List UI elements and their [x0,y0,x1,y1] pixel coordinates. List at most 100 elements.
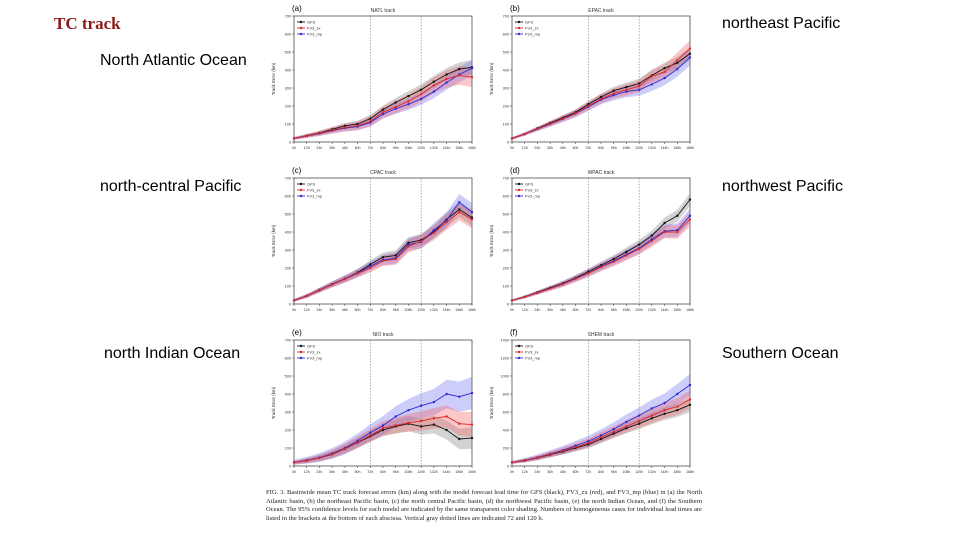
y-tick-label: 0 [289,302,291,306]
data-point-fv3-zx [394,424,397,427]
legend-label: FV3_mp [307,356,323,361]
data-point-gfs [663,221,666,225]
legend-marker [517,344,521,348]
x-tick-label: 144h [443,470,451,474]
chart-f-svg: (f) SHEM track Track Error (km) 0 200 400 600 8… [489,328,694,474]
data-point-gfs [612,257,615,261]
data-point-fv3-zx [305,134,308,138]
x-tick-label: 84h [598,470,604,474]
x-tick-label: 12h [304,146,310,150]
data-point-fv3-mp [419,404,423,407]
data-point-fv3-zx [561,117,565,120]
data-point-gfs [356,122,359,126]
legend-label: FV3_zx [307,26,321,31]
y-tick-label: 500 [503,212,509,216]
x-tick-label: 48h [342,470,348,474]
legend-label: FV3_mp [525,32,541,37]
x-tick-label: 84h [598,146,604,150]
data-point-gfs [470,436,474,440]
data-point-fv3-zx [574,112,577,115]
y-tick-label: 300 [503,248,509,252]
data-point-fv3-mp [369,265,372,268]
x-tick-label: 168h [686,308,694,312]
panel-letter: (f) [510,328,518,337]
data-point-gfs [612,89,615,92]
data-point-fv3-zx [612,92,615,95]
panel-letter: (b) [510,4,520,13]
x-tick-label: 132h [430,308,438,312]
data-point-gfs [432,423,436,426]
data-point-fv3-mp [394,107,397,110]
y-tick-label: 300 [285,410,291,414]
x-tick-label: 168h [468,470,476,474]
x-tick-label: 108h [404,146,412,150]
data-point-fv3-zx [318,456,321,460]
data-point-fv3-zx [381,427,385,430]
x-tick-label: 24h [316,308,322,312]
x-tick-label: 168h [468,146,476,150]
data-point-fv3-zx [599,436,603,439]
data-point-fv3-zx [548,287,552,290]
legend-marker [299,350,303,354]
legend-marker [299,188,303,192]
chart-title: CPAC track [370,170,396,176]
data-point-gfs [407,241,410,244]
x-tick-label: 84h [380,470,386,474]
x-tick-label: 60h [573,308,579,312]
x-tick-label: 84h [380,146,386,150]
y-tick-label: 0 [289,140,291,144]
x-tick-label: 72h [585,146,591,150]
label-northwest-pacific: northwest Pacific [722,178,843,195]
data-point-fv3-mp [470,211,474,214]
legend-label: GFS [525,20,534,25]
data-point-fv3-mp [625,90,628,93]
x-tick-label: 0h [292,146,296,150]
band-fv3-mp [512,49,690,140]
x-tick-label: 0h [510,470,514,474]
data-point-fv3-zx [548,122,552,125]
data-point-fv3-mp [612,94,615,97]
data-point-fv3-mp [663,401,666,405]
y-axis-label: Track Error (km) [271,224,276,257]
data-point-fv3-mp [587,440,590,443]
data-point-fv3-mp [445,392,448,396]
data-point-gfs [637,82,641,85]
x-tick-label: 48h [560,146,566,150]
x-tick-label: 0h [510,146,514,150]
data-point-fv3-mp [445,219,448,222]
figure-caption: FIG. 3. Basinwide mean TC track forecast… [266,489,702,523]
data-point-fv3-zx [458,74,461,77]
y-tick-label: 300 [285,86,291,90]
x-tick-label: 144h [443,308,451,312]
y-tick-label: 500 [285,374,291,378]
legend-label: GFS [525,182,534,187]
plot-frame [293,15,473,143]
x-tick-label: 156h [455,470,463,474]
x-tick-label: 72h [367,146,373,150]
y-axis-label: Track Error (km) [271,386,276,419]
x-tick-label: 108h [622,146,630,150]
x-tick-label: 36h [547,146,553,150]
legend-marker [517,194,521,198]
data-point-fv3-mp [470,391,474,395]
legend-marker [517,356,521,360]
data-point-fv3-zx [470,76,474,79]
data-point-fv3-zx [432,231,436,235]
data-point-gfs [625,250,628,253]
x-tick-label: 132h [430,470,438,474]
data-point-fv3-zx [625,88,628,92]
x-tick-label: 36h [329,470,335,474]
x-tick-label: 120h [417,146,425,150]
data-point-gfs [394,254,397,257]
y-tick-label: 0 [507,464,509,468]
data-point-fv3-zx [561,449,565,453]
data-point-fv3-zx [637,247,641,251]
data-point-fv3-zx [330,129,334,132]
x-tick-label: 108h [622,470,630,474]
x-tick-label: 120h [417,470,425,474]
y-tick-label: 600 [503,32,509,36]
x-tick-label: 96h [611,470,617,474]
data-point-fv3-zx [688,398,692,401]
plot-frame [293,339,473,467]
data-point-fv3-zx [292,461,296,464]
